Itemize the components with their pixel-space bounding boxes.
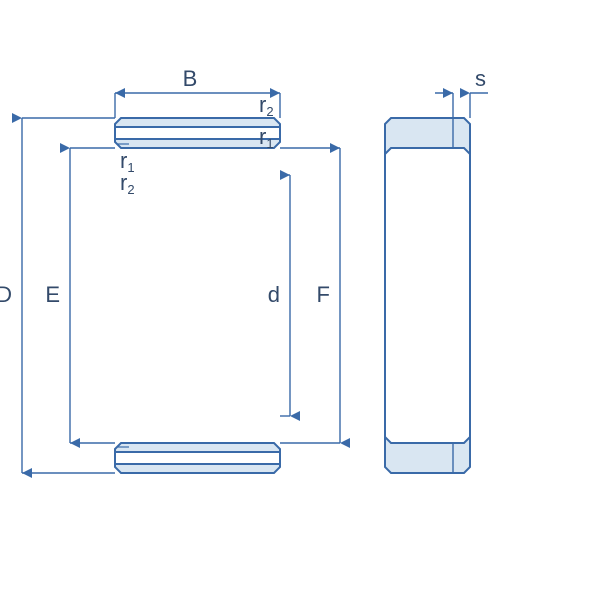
inner-race-bottom	[115, 443, 280, 452]
dimension-label-D: D	[0, 282, 12, 307]
inner-race-top	[115, 139, 280, 148]
diagram-canvas: DEdFBsr2r1r1r2	[0, 0, 600, 600]
dimension-label-E: E	[45, 282, 60, 307]
outer-race-top	[115, 118, 280, 127]
dimension-label-d: d	[268, 282, 280, 307]
outer-race-bottom	[115, 464, 280, 473]
roller-top	[115, 127, 280, 139]
background	[0, 0, 600, 600]
dimension-label-F: F	[317, 282, 330, 307]
dimension-label-s: s	[475, 66, 486, 91]
dimension-label-B: B	[183, 66, 198, 91]
side-inner-bore	[385, 148, 470, 443]
roller-bottom	[115, 452, 280, 464]
side-view	[385, 118, 470, 473]
